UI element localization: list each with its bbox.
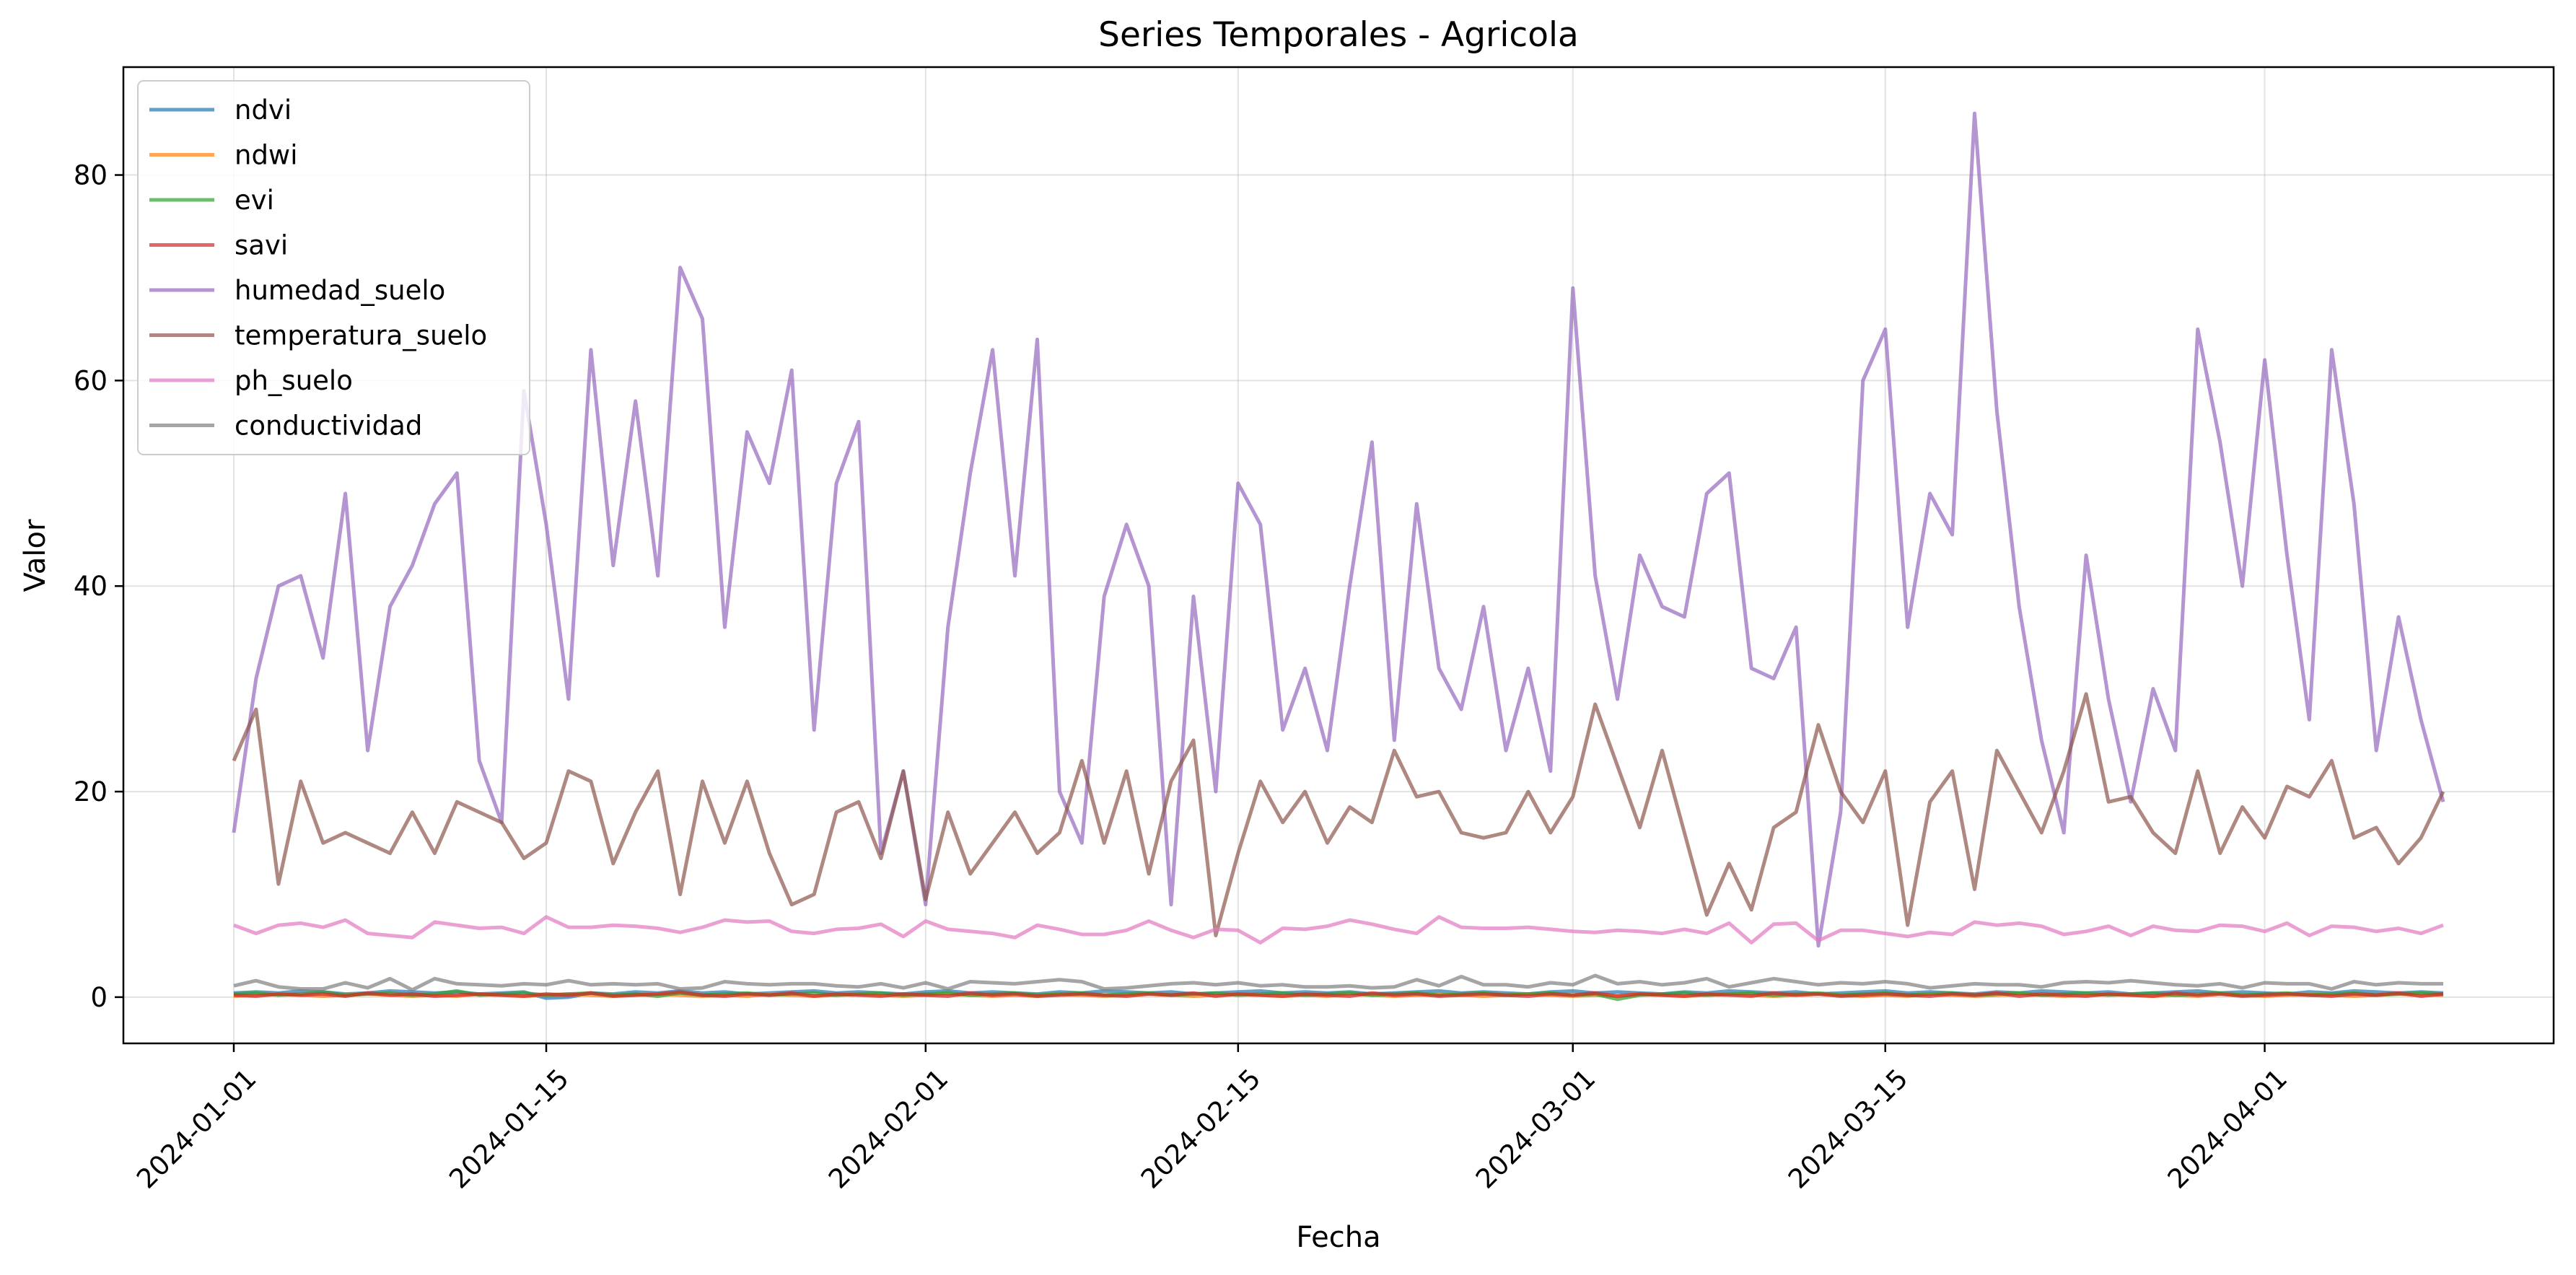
legend-label-ndvi: ndvi <box>235 95 292 126</box>
series-line-conductividad <box>233 973 2443 992</box>
series-line-temperatura_suelo <box>232 692 2445 937</box>
y-axis-label: Valor <box>19 519 52 592</box>
x-axis-label: Fecha <box>1296 1221 1380 1254</box>
legend-label-ph_suelo: ph_suelo <box>235 365 353 396</box>
legend-box <box>137 80 530 455</box>
y-tick-label: 60 <box>74 365 108 396</box>
y-axis: 0 20 40 60 80 <box>74 160 123 1013</box>
legend-label-temperatura_suelo: temperatura_suelo <box>235 320 487 351</box>
series-line-ph_suelo <box>233 915 2444 945</box>
chart-title: Series Temporales - Agricola <box>1098 15 1579 55</box>
plot-frame <box>122 66 2555 1045</box>
legend-label-ndwi: ndwi <box>235 140 297 171</box>
legend-label-humedad_suelo: humedad_suelo <box>235 275 445 306</box>
series-lines <box>232 111 2445 1002</box>
legend-label-savi: savi <box>235 230 288 261</box>
series-line-humedad_suelo <box>232 111 2445 948</box>
legend-label-conductividad: conductividad <box>235 411 422 442</box>
y-tick-label: 80 <box>74 160 108 191</box>
y-tick-label: 20 <box>74 776 108 807</box>
legend-label-evi: evi <box>235 185 274 216</box>
legend: ndvi ndwi evi savi humedad_suelo temperatura_… <box>137 80 530 455</box>
y-tick-label: 0 <box>90 982 108 1013</box>
y-tick-label: 40 <box>74 571 108 602</box>
series-line-savi <box>233 990 2444 998</box>
